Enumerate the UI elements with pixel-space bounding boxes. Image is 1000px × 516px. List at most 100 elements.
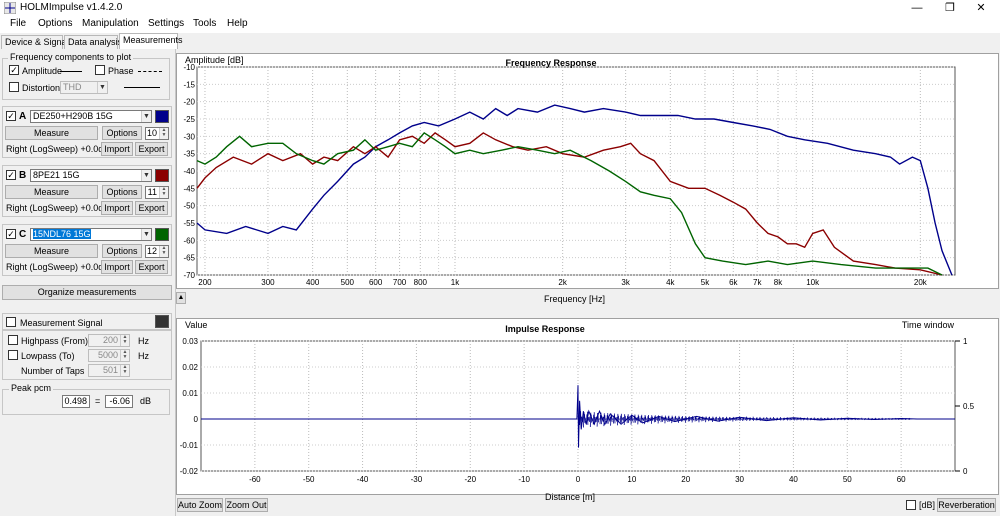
menu-settings[interactable]: Settings [148,18,185,29]
frequency-response-chart[interactable]: -10-15-20-25-30-35-40-45-50-55-60-65-702… [177,54,998,288]
measurement-c-measure-button[interactable]: Measure [5,244,98,258]
measurement-signal-checkbox[interactable] [6,317,16,327]
x-tick-label: 800 [414,278,428,287]
spin-arrows-icon: ▲ ▼ [120,335,129,346]
frequency-series [196,104,953,276]
x-tick-label: 50 [843,475,852,484]
measurement-c-spin[interactable]: 12 ▲ ▼ [145,245,169,258]
x-tick-label: 3k [621,278,630,287]
close-button[interactable]: ✕ [976,2,986,14]
measurement-a-import-button[interactable]: Import [101,142,133,156]
measurement-b-spin[interactable]: 11 ▲ ▼ [145,186,169,199]
right-tick-label: 0 [963,467,968,476]
x-tick-label: 200 [198,278,212,287]
app-icon [4,2,16,14]
taps-label: Number of Taps [21,366,85,376]
x-tick-label: 4k [666,278,675,287]
frequency-axis-labels: -10-15-20-25-30-35-40-45-50-55-60-65-702… [183,63,927,287]
menu-manipulation[interactable]: Manipulation [82,18,139,29]
organize-measurements-button[interactable]: Organize measurements [2,285,172,300]
db-checkbox[interactable] [906,500,916,510]
measurement-a-options-button[interactable]: Options [102,126,142,140]
x-tick-label: 0 [576,475,581,484]
y-tick-label: -0.01 [180,441,199,450]
measurement-c-select[interactable]: 15NDL76 15G ▼ [30,228,152,241]
phase-checkbox[interactable] [95,65,105,75]
x-tick-label: 10 [627,475,636,484]
tab-bar: Device & Signal Data analysis Measuremen… [0,33,183,49]
measurement-a-color[interactable] [155,110,169,123]
measurement-a-select[interactable]: DE250+H290B 15G ▼ [30,110,152,123]
measurement-b-select[interactable]: 8PE21 15G ▼ [30,169,152,182]
impulse-xlabel: Distance [m] [545,492,596,502]
spin-arrows-icon: ▲ ▼ [159,246,168,257]
right-tick-label: 0.5 [963,402,975,411]
impulse-ylabel: Value [185,320,207,330]
measurement-c-color[interactable] [155,228,169,241]
measurement-a-spin[interactable]: 10 ▲ ▼ [145,127,169,140]
impulse-response-panel: 0.03 0.02 0.01 0 -0.01 -0.02 -60 -50 -40 -30 -20 -1… [176,318,999,495]
chevron-down-icon: ▼ [141,111,151,122]
measurement-signal-color[interactable] [155,315,169,328]
measurement-b-options-button[interactable]: Options [102,185,142,199]
highpass-spin[interactable]: 200 ▲ ▼ [88,334,130,347]
y-tick-label: -25 [183,115,195,124]
measurement-b-measure-button[interactable]: Measure [5,185,98,199]
x-tick-label: -30 [411,475,423,484]
y-tick-label: -60 [183,236,195,245]
measurement-a-export-button[interactable]: Export [135,142,168,156]
menu-help[interactable]: Help [227,18,248,29]
minimize-button[interactable]: — [911,2,923,14]
x-tick-label: 20 [681,475,690,484]
x-tick-label: 5k [701,278,710,287]
tab-measurements[interactable]: Measurements [119,33,183,49]
distortion-checkbox[interactable] [9,82,19,92]
amplitude-line-sample [60,71,82,72]
measurement-b-color[interactable] [155,169,169,182]
title-bar: HOLMImpulse v1.4.2.0 — ❐ ✕ [0,0,1000,16]
x-tick-label: 6k [729,278,738,287]
auto-zoom-button[interactable]: Auto Zoom [177,498,223,512]
reverberation-button[interactable]: Reverberation [937,498,996,512]
x-tick-label: 10k [806,278,820,287]
tab-data-analysis[interactable]: Data analysis [64,35,122,49]
collapse-arrow-icon[interactable]: ▲ [176,292,186,304]
x-tick-label: -60 [249,475,261,484]
lowpass-checkbox[interactable] [8,350,18,360]
measurement-c-name: 15NDL76 15G [33,229,91,239]
x-tick-label: 40 [789,475,798,484]
series-noise-0 [579,411,912,428]
taps-spin[interactable]: 501 ▲ ▼ [88,364,130,377]
distortion-select[interactable]: THD ▼ [60,81,108,94]
highpass-checkbox[interactable] [8,335,18,345]
x-tick-label: -20 [465,475,477,484]
x-tick-label: -40 [357,475,369,484]
peak-legend: Peak pcm [9,383,54,393]
y-tick-label: -15 [183,80,195,89]
measurement-b-import-button[interactable]: Import [101,201,133,215]
tab-device-signal[interactable]: Device & Signal [1,35,69,49]
amplitude-checkbox[interactable]: ✓ [9,65,19,75]
measurement-a-channel: Right (LogSweep) +0.0dB [6,144,110,154]
chevron-down-icon: ▼ [141,170,151,181]
measurement-b-checkbox[interactable]: ✓ [6,170,16,180]
lowpass-spin[interactable]: 5000 ▲ ▼ [88,349,130,362]
distortion-line-sample [124,87,160,88]
frequency-response-panel: -10 -15 -20 -25 -30 -35 -40 -45 -50 -55 -60 -65 -70 2… [176,53,999,289]
menu-file[interactable]: File [10,18,27,29]
measurement-a-checkbox[interactable]: ✓ [6,111,16,121]
x-tick-label: 20k [914,278,928,287]
impulse-response-chart[interactable]: 0.03 0.02 0.01 0 -0.01 -0.02 -60 -50 -40 -30 -20 -1… [177,319,998,494]
measurement-b-export-button[interactable]: Export [135,201,168,215]
measurement-c-import-button[interactable]: Import [101,260,133,274]
highpass-unit: Hz [138,336,149,346]
menu-options[interactable]: Options [38,18,73,29]
measurement-signal-row [2,313,172,330]
measurement-a-measure-button[interactable]: Measure [5,126,98,140]
menu-tools[interactable]: Tools [193,18,217,29]
maximize-button[interactable]: ❐ [945,2,955,14]
zoom-out-button[interactable]: Zoom Out [225,498,268,512]
measurement-c-export-button[interactable]: Export [135,260,168,274]
measurement-c-checkbox[interactable]: ✓ [6,229,16,239]
measurement-c-options-button[interactable]: Options [102,244,142,258]
